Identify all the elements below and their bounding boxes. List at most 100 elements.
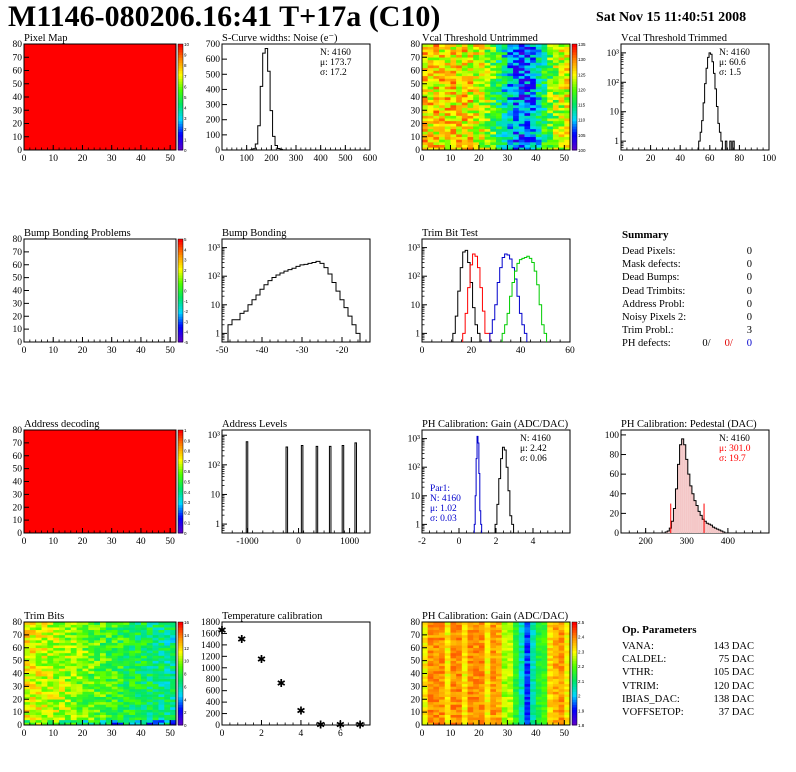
- heatmap-cell: [100, 647, 107, 651]
- heatmap-cell: [484, 640, 491, 643]
- heatmap-cell: [450, 665, 457, 669]
- heatmap-cell: [558, 686, 565, 690]
- heatmap-cell: [117, 632, 124, 636]
- heatmap-cell: [490, 46, 497, 50]
- heatmap-cell: [105, 632, 112, 636]
- heatmap-cell: [558, 67, 565, 71]
- heatmap-cell: [564, 110, 571, 114]
- heatmap-cell: [558, 73, 565, 77]
- heatmap-cell: [427, 652, 434, 656]
- heatmap-cell: [513, 676, 520, 679]
- heatmap-cell: [467, 59, 474, 63]
- heatmap-cell: [140, 665, 148, 669]
- heatmap-cell: [541, 624, 548, 628]
- heatmap-cell: [501, 642, 508, 646]
- heatmap-cell: [547, 134, 554, 138]
- heatmap-cell: [456, 645, 463, 649]
- heatmap-cell: [82, 691, 89, 695]
- heatmap-cell: [94, 686, 101, 690]
- heatmap-cell: [450, 709, 457, 713]
- heatmap-cell: [35, 701, 42, 705]
- heatmap-cell: [427, 115, 434, 119]
- heatmap-cell: [518, 722, 525, 726]
- x-tick-label: 0: [22, 346, 27, 356]
- colorbar-label: 9: [184, 53, 187, 58]
- heatmap-cell: [152, 719, 159, 723]
- heatmap-cell: [88, 642, 95, 646]
- heatmap-cell: [140, 632, 148, 636]
- heatmap-cell: [478, 144, 485, 148]
- heatmap-cell: [513, 78, 520, 82]
- heatmap-cell: [444, 704, 451, 708]
- heatmap-cell: [490, 78, 497, 82]
- heatmap-cell: [541, 112, 548, 116]
- heatmap-cell: [427, 75, 434, 79]
- heatmap-cell: [518, 104, 525, 108]
- heatmap-cell: [490, 632, 497, 636]
- heatmap-cell: [105, 634, 112, 638]
- colorbar-cell: [178, 435, 183, 439]
- heatmap-cell: [59, 632, 66, 636]
- heatmap-cell: [422, 65, 428, 69]
- heatmap-cell: [70, 694, 77, 697]
- heatmap-cell: [478, 691, 485, 695]
- colorbar-cell: [178, 460, 183, 464]
- heatmap-cell: [53, 665, 60, 669]
- heatmap-cell: [558, 691, 565, 695]
- heatmap-cell: [82, 673, 89, 677]
- heatmap-cell: [146, 660, 153, 664]
- heatmap-cell: [530, 670, 537, 674]
- heatmap-cell: [135, 694, 142, 697]
- heatmap-cell: [530, 104, 537, 108]
- heatmap-cell: [524, 134, 531, 138]
- heatmap-cell: [35, 645, 42, 649]
- heatmap-cell: [478, 704, 485, 708]
- heatmap-cell: [473, 142, 480, 145]
- heatmap-cell: [422, 147, 428, 151]
- heatmap-cell: [146, 717, 153, 721]
- heatmap-cell: [47, 699, 54, 703]
- heatmap-cell: [88, 694, 95, 697]
- heatmap-cell: [88, 688, 95, 692]
- heatmap-cell: [541, 699, 548, 703]
- heatmap-cell: [444, 678, 451, 682]
- colorbar-cell: [572, 650, 577, 654]
- heatmap-cell: [24, 696, 31, 700]
- heatmap-cell: [530, 128, 537, 132]
- heatmap-cell: [41, 691, 48, 695]
- colorbar-cell: [178, 642, 183, 646]
- heatmap-cell: [170, 645, 177, 649]
- colorbar-cell: [572, 686, 577, 690]
- heatmap-cell: [552, 704, 559, 708]
- colorbar-cell: [178, 290, 183, 294]
- heatmap-cell: [524, 681, 531, 685]
- heatmap-cell: [450, 54, 457, 58]
- heatmap-cell: [422, 655, 428, 659]
- heatmap-cell: [433, 691, 440, 695]
- heatmap-cell: [524, 683, 531, 687]
- heatmap-cell: [105, 670, 112, 674]
- heatmap-cell: [422, 94, 428, 98]
- heatmap-cell: [64, 678, 72, 682]
- heatmap-cell: [422, 634, 428, 638]
- heatmap-cell: [552, 714, 559, 718]
- heatmap-cell: [467, 57, 474, 61]
- heatmap-cell: [94, 652, 101, 656]
- heatmap-cell: [484, 75, 491, 79]
- heatmap-cell: [478, 89, 485, 92]
- heatmap-cell: [88, 640, 95, 643]
- heatmap-cell: [158, 632, 165, 636]
- heatmap-cell: [129, 640, 136, 643]
- heatmap-cell: [41, 650, 48, 654]
- colorbar-cell: [178, 714, 183, 718]
- colorbar-cell: [178, 486, 183, 490]
- heatmap-cell: [24, 652, 31, 656]
- heatmap-cell: [513, 144, 520, 148]
- heatmap-cell: [524, 663, 531, 667]
- heatmap-cell: [82, 634, 89, 638]
- heatmap-cell: [82, 704, 89, 708]
- heatmap-cell: [484, 126, 491, 130]
- heatmap-cell: [461, 660, 468, 664]
- heatmap-cell: [484, 676, 491, 679]
- y-tick-label: 800: [206, 675, 221, 685]
